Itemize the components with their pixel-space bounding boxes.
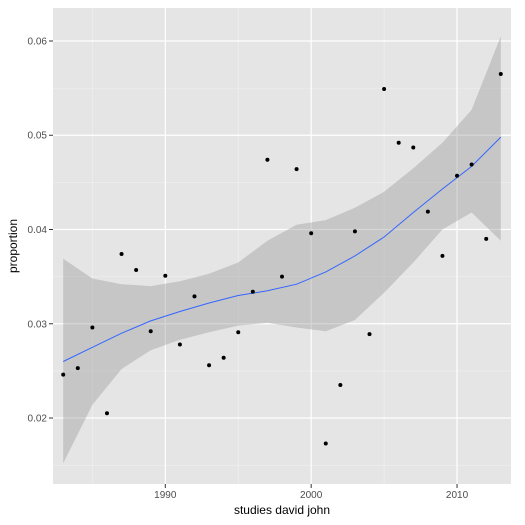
data-point xyxy=(236,330,241,335)
data-point xyxy=(265,157,270,162)
data-point xyxy=(352,229,357,234)
data-point xyxy=(280,274,284,279)
data-point xyxy=(411,145,416,150)
data-point xyxy=(396,140,401,145)
smooth-line xyxy=(62,136,502,362)
data-point xyxy=(207,363,212,368)
data-points xyxy=(61,71,503,446)
data-point xyxy=(134,268,139,273)
y-tick-label: 0.03 xyxy=(28,319,48,330)
data-point xyxy=(163,273,168,278)
data-point xyxy=(119,252,124,257)
y-axis: 0.02 0.03 0.04 0.05 0.06 xyxy=(28,36,53,425)
plot-panel xyxy=(53,8,511,484)
confidence-band xyxy=(63,36,501,464)
data-point xyxy=(498,71,503,76)
data-point xyxy=(484,236,489,241)
data-point xyxy=(177,342,182,347)
x-tick-label: 2000 xyxy=(300,490,323,501)
x-axis: 1990 2000 2010 xyxy=(154,484,469,501)
data-point xyxy=(455,173,460,178)
y-tick-label: 0.04 xyxy=(28,225,48,236)
y-tick-label: 0.02 xyxy=(28,414,48,425)
data-point xyxy=(367,332,372,337)
grid-major xyxy=(53,8,511,484)
data-point xyxy=(469,162,474,167)
data-point xyxy=(323,441,328,446)
data-point xyxy=(75,366,80,371)
x-tick-label: 1990 xyxy=(154,490,177,501)
data-point xyxy=(148,329,153,334)
data-point xyxy=(309,231,314,236)
data-point xyxy=(104,411,109,416)
data-point xyxy=(294,167,299,172)
data-point xyxy=(221,355,226,360)
data-point xyxy=(61,372,66,377)
x-axis-title: studies david john xyxy=(234,503,330,517)
data-point xyxy=(250,289,255,294)
data-point xyxy=(338,383,343,388)
x-tick-label: 2010 xyxy=(446,490,469,501)
data-point xyxy=(192,294,197,299)
y-axis-title: proportion xyxy=(6,219,20,273)
data-point xyxy=(425,209,430,214)
y-tick-label: 0.06 xyxy=(28,36,48,47)
data-point xyxy=(90,325,95,330)
data-point xyxy=(440,253,445,258)
y-tick-label: 0.05 xyxy=(28,131,48,142)
data-point xyxy=(382,87,387,92)
